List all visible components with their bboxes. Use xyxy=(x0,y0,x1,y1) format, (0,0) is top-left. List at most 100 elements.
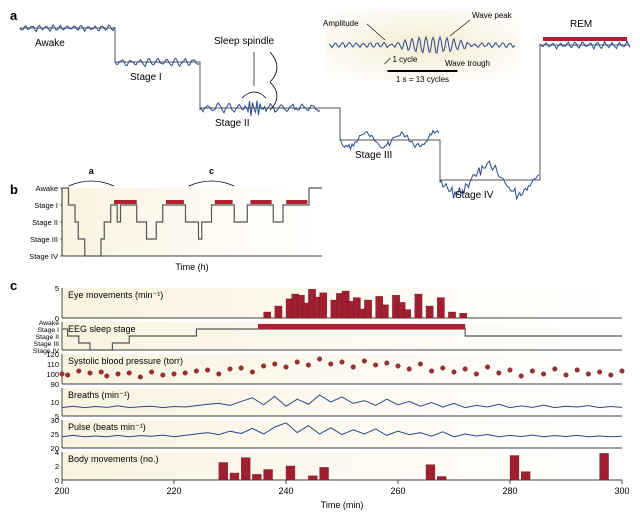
rem-period-icon xyxy=(215,200,233,204)
rem-period-icon xyxy=(114,200,137,204)
svg-text:30: 30 xyxy=(51,416,59,425)
bar-body-movements xyxy=(286,466,295,480)
svg-text:4: 4 xyxy=(55,448,59,457)
svg-text:Stage III: Stage III xyxy=(30,235,58,244)
scatter-point xyxy=(317,357,322,362)
scatter-point xyxy=(541,372,546,377)
bar-eye-movements xyxy=(404,310,411,318)
scatter-point xyxy=(161,373,166,378)
scatter-point xyxy=(273,362,278,367)
bar-body-movements xyxy=(426,465,435,480)
svg-text:Wave trough: Wave trough xyxy=(445,59,490,68)
svg-text:240: 240 xyxy=(278,486,293,496)
scatter-point xyxy=(340,360,345,365)
scatter-point xyxy=(105,374,110,379)
svg-text:5: 5 xyxy=(55,284,59,293)
panel-a-label: a xyxy=(10,8,17,23)
rem-period-icon xyxy=(166,200,184,204)
svg-text:220: 220 xyxy=(166,486,181,496)
svg-text:25: 25 xyxy=(51,430,59,439)
scatter-point xyxy=(530,369,535,374)
svg-text:c: c xyxy=(209,166,214,176)
bar-body-movements xyxy=(521,472,530,480)
scatter-point xyxy=(77,369,82,374)
scatter-point xyxy=(205,368,210,373)
scatter-point xyxy=(553,367,558,372)
svg-text:Wave peak: Wave peak xyxy=(472,11,513,20)
scatter-point xyxy=(463,367,468,372)
svg-text:Time (min): Time (min) xyxy=(321,500,364,510)
bar-eye-movements xyxy=(415,294,422,318)
scatter-point xyxy=(564,373,569,378)
figure-root: AwakeStage IStage IIStage IIIStage IVREM… xyxy=(0,0,640,531)
panel-c-label: c xyxy=(10,278,17,293)
svg-text:10: 10 xyxy=(51,398,59,407)
bar-body-movements xyxy=(308,476,317,480)
scatter-point xyxy=(519,374,524,379)
bar-eye-movements xyxy=(264,312,271,318)
scatter-point xyxy=(351,365,356,370)
bar-eye-movements xyxy=(364,300,371,318)
svg-text:110: 110 xyxy=(47,360,59,369)
svg-text:1 s = 13 cycles: 1 s = 13 cycles xyxy=(396,75,449,84)
bar-body-movements xyxy=(510,456,519,481)
svg-text:Stage I: Stage I xyxy=(37,327,59,334)
svg-text:260: 260 xyxy=(390,486,405,496)
scatter-point xyxy=(194,369,199,374)
scatter-point xyxy=(396,364,401,369)
scatter-point xyxy=(149,370,154,375)
svg-text:EEG sleep stage: EEG sleep stage xyxy=(68,324,136,334)
scatter-point xyxy=(362,359,367,364)
svg-text:Pulse (beats min⁻¹): Pulse (beats min⁻¹) xyxy=(68,422,146,432)
bar-eye-movements xyxy=(426,306,433,318)
svg-text:Body movements (no.): Body movements (no.) xyxy=(68,454,159,464)
bar-eye-movements xyxy=(381,305,388,318)
rem-period-c-icon xyxy=(258,324,465,329)
bar-body-movements xyxy=(230,473,239,480)
scatter-point xyxy=(127,371,132,376)
scatter-point xyxy=(88,371,93,376)
scatter-point xyxy=(65,373,70,378)
scatter-point xyxy=(452,370,457,375)
scatter-point xyxy=(508,368,513,373)
svg-text:Stage IV: Stage IV xyxy=(29,252,58,261)
bar-eye-movements xyxy=(460,313,467,318)
scatter-point xyxy=(497,371,502,376)
rem-period-icon xyxy=(286,200,307,204)
svg-text:100: 100 xyxy=(46,370,59,379)
svg-text:Stage II: Stage II xyxy=(36,334,60,341)
scatter-point xyxy=(418,362,423,367)
scatter-point xyxy=(239,366,244,371)
panel-b-label: b xyxy=(10,182,18,197)
svg-text:Stage I: Stage I xyxy=(130,72,162,83)
svg-text:Eye movements (min⁻¹): Eye movements (min⁻¹) xyxy=(68,290,163,300)
svg-text:Stage III: Stage III xyxy=(34,341,59,348)
bar-body-movements xyxy=(600,453,609,480)
scatter-point xyxy=(407,367,412,372)
svg-text:280: 280 xyxy=(502,486,517,496)
scatter-point xyxy=(99,370,104,375)
bar-body-movements xyxy=(219,463,228,481)
scatter-point xyxy=(183,371,188,376)
svg-text:2: 2 xyxy=(55,462,59,471)
svg-text:a: a xyxy=(89,166,95,176)
scatter-point xyxy=(217,372,222,377)
bar-eye-movements xyxy=(320,293,327,318)
scatter-point xyxy=(228,367,233,372)
svg-text:Breaths (min⁻¹): Breaths (min⁻¹) xyxy=(68,390,130,400)
svg-text:Sleep spindle: Sleep spindle xyxy=(214,36,274,47)
rem-bar-icon xyxy=(543,37,627,41)
bar-body-movements xyxy=(437,477,446,481)
svg-text:Stage I: Stage I xyxy=(34,201,58,210)
scatter-point xyxy=(429,369,434,374)
svg-text:Stage II: Stage II xyxy=(32,218,58,227)
svg-text:Systolic blood pressure (torr): Systolic blood pressure (torr) xyxy=(68,356,183,366)
scatter-point xyxy=(597,370,602,375)
scatter-point xyxy=(284,365,289,370)
svg-text:Stage III: Stage III xyxy=(355,150,392,161)
scatter-point xyxy=(485,365,490,370)
svg-text:Awake: Awake xyxy=(35,38,65,49)
scatter-point xyxy=(261,364,266,369)
svg-text:300: 300 xyxy=(614,486,629,496)
svg-text:REM: REM xyxy=(570,19,592,30)
